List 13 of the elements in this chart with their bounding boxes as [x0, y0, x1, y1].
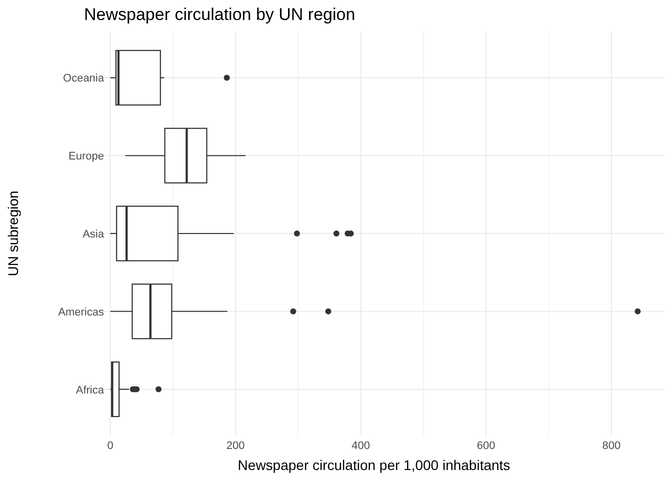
chart-title: Newspaper circulation by UN region [84, 5, 356, 24]
y-tick-label: Europe [68, 150, 104, 163]
x-tick-label: 200 [226, 440, 245, 452]
x-axis-title: Newspaper circulation per 1,000 inhabitants [238, 457, 510, 473]
x-tick-label: 400 [352, 440, 370, 452]
y-tick-label: Africa [76, 384, 105, 396]
y-axis-title: UN subregion [5, 190, 21, 276]
x-tick-label: 0 [107, 440, 114, 452]
x-tick-label: 600 [476, 440, 496, 452]
y-tick-label: Oceania [63, 72, 105, 85]
x-tick-label: 800 [602, 440, 621, 452]
y-tick-label: Asia [82, 228, 105, 240]
y-tick-label: Americas [58, 306, 104, 318]
